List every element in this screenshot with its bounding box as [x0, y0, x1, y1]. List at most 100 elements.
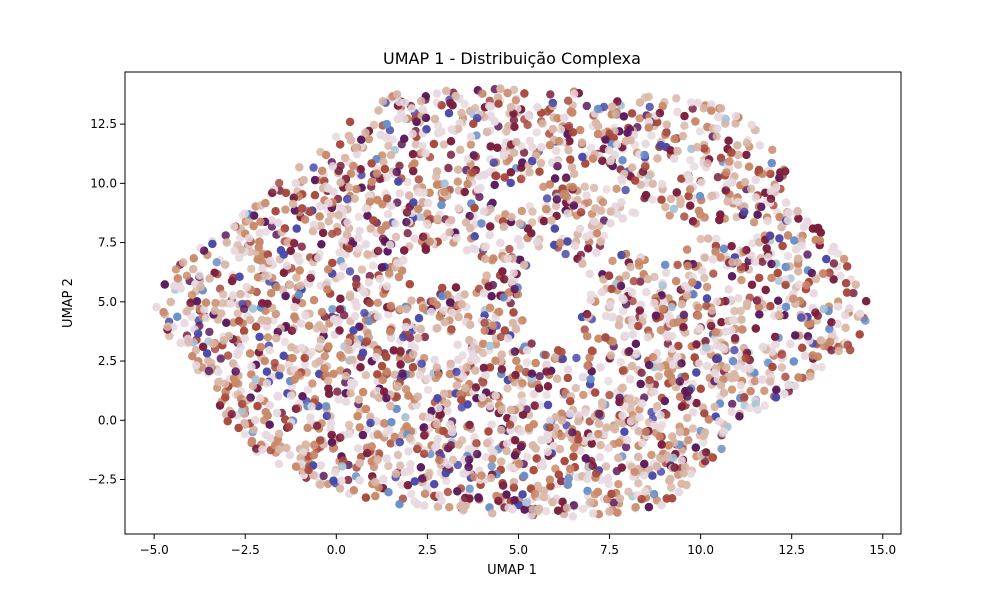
scatter-point [308, 227, 318, 236]
scatter-point [192, 361, 201, 370]
scatter-point [338, 462, 347, 471]
scatter-point [674, 487, 684, 497]
scatter-point [236, 289, 245, 299]
scatter-point [401, 385, 411, 394]
scatter-point [296, 281, 305, 290]
scatter-point [324, 342, 333, 351]
scatter-point [281, 291, 290, 301]
scatter-point [281, 188, 291, 198]
scatter-point [318, 228, 328, 238]
scatter-point [630, 208, 640, 218]
scatter-point [415, 212, 424, 222]
scatter-point [310, 220, 319, 229]
scatter-point [564, 474, 573, 483]
scatter-point [391, 469, 401, 478]
scatter-point [552, 146, 561, 156]
scatter-point [604, 377, 613, 386]
scatter-point [539, 492, 548, 502]
scatter-point [405, 466, 414, 475]
scatter-point [319, 471, 328, 481]
scatter-point [344, 183, 354, 192]
scatter-point [616, 281, 626, 291]
scatter-point [291, 462, 301, 471]
scatter-point [700, 253, 709, 262]
scatter-point [539, 182, 548, 191]
scatter-point [716, 104, 726, 113]
scatter-point [328, 258, 337, 268]
scatter-point [221, 231, 230, 240]
scatter-point [387, 201, 396, 211]
scatter-point [231, 367, 240, 376]
scatter-point [195, 271, 204, 280]
scatter-point [506, 103, 516, 112]
scatter-point [677, 456, 686, 465]
scatter-point [392, 392, 402, 402]
scatter-point [553, 374, 562, 383]
scatter-point [451, 283, 461, 292]
scatter-point [295, 266, 304, 275]
scatter-point [557, 431, 566, 441]
scatter-point [310, 175, 320, 185]
scatter-point [341, 372, 351, 381]
scatter-point [686, 98, 696, 107]
scatter-point [813, 352, 822, 361]
scatter-point [797, 241, 806, 250]
scatter-point [517, 206, 526, 216]
scatter-point [334, 166, 343, 176]
scatter-point [216, 354, 225, 363]
scatter-point [626, 135, 635, 145]
scatter-point [404, 191, 414, 200]
scatter-point [699, 431, 708, 440]
scatter-point [152, 302, 161, 312]
scatter-point [403, 481, 413, 490]
scatter-point [404, 447, 413, 456]
scatter-point [717, 444, 726, 454]
scatter-point [409, 198, 418, 207]
scatter-point [430, 114, 440, 124]
scatter-point [806, 372, 815, 381]
scatter-point [518, 379, 527, 388]
scatter-point [565, 137, 574, 146]
scatter-point [442, 476, 451, 486]
scatter-point [710, 402, 719, 412]
scatter-point [503, 384, 512, 393]
scatter-point [306, 413, 315, 422]
scatter-point [205, 327, 214, 337]
scatter-point [548, 124, 558, 134]
scatter-point [568, 108, 577, 117]
scatter-point [187, 290, 197, 300]
scatter-point [454, 204, 463, 213]
scatter-point [829, 242, 838, 252]
scatter-point [445, 503, 454, 512]
scatter-point [565, 409, 575, 418]
scatter-point [385, 269, 394, 278]
scatter-point [361, 493, 371, 502]
scatter-point [430, 355, 439, 364]
scatter-point [569, 201, 579, 210]
scatter-point [740, 178, 750, 187]
scatter-point [534, 384, 544, 393]
scatter-point [688, 278, 697, 287]
scatter-point [392, 167, 401, 177]
scatter-point [536, 158, 546, 168]
scatter-point [378, 375, 387, 385]
scatter-point [707, 100, 716, 109]
scatter-point [502, 439, 512, 448]
scatter-point [597, 398, 607, 407]
scatter-point [363, 211, 372, 220]
scatter-point [694, 311, 703, 320]
scatter-point [463, 400, 472, 409]
scatter-point [240, 209, 249, 218]
scatter-point [395, 438, 404, 447]
scatter-point [334, 210, 343, 220]
scatter-point [485, 341, 495, 351]
scatter-point [662, 128, 671, 137]
scatter-point [447, 125, 456, 134]
scatter-point [487, 292, 496, 301]
scatter-point [222, 238, 231, 247]
scatter-point [214, 377, 223, 387]
scatter-point [767, 273, 776, 283]
scatter-point [602, 475, 612, 484]
scatter-point [727, 407, 736, 416]
scatter-point [570, 241, 580, 251]
